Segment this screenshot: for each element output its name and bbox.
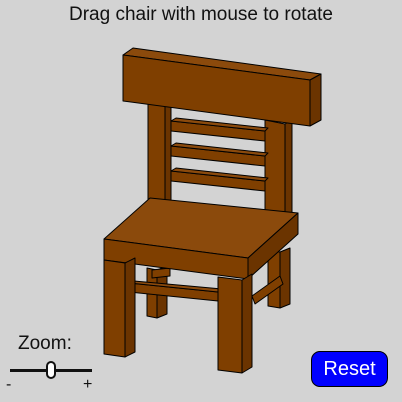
zoom-label: Zoom:: [18, 333, 72, 354]
zoom-max-label: +: [83, 376, 93, 393]
rear-stretcher: [151, 267, 171, 279]
front-left-leg: [103, 257, 136, 358]
back-slat-2: [170, 142, 269, 167]
front-stretcher: [128, 280, 223, 302]
zoom-min-label: -: [6, 376, 12, 393]
back-post-left: [147, 102, 172, 206]
instruction-text: Drag chair with mouse to rotate: [68, 4, 333, 25]
back-slat-1: [170, 117, 269, 142]
back-slat-3: [170, 167, 269, 192]
back-post-right: [264, 119, 293, 219]
reset-button[interactable]: Reset: [311, 351, 388, 387]
zoom-slider-thumb[interactable]: [46, 361, 56, 379]
zoom-slider[interactable]: [10, 360, 92, 382]
rear-right-leg: [267, 247, 291, 309]
front-right-leg: [217, 273, 253, 374]
side-stretcher: [251, 275, 284, 305]
back-top-rail: [122, 47, 322, 127]
